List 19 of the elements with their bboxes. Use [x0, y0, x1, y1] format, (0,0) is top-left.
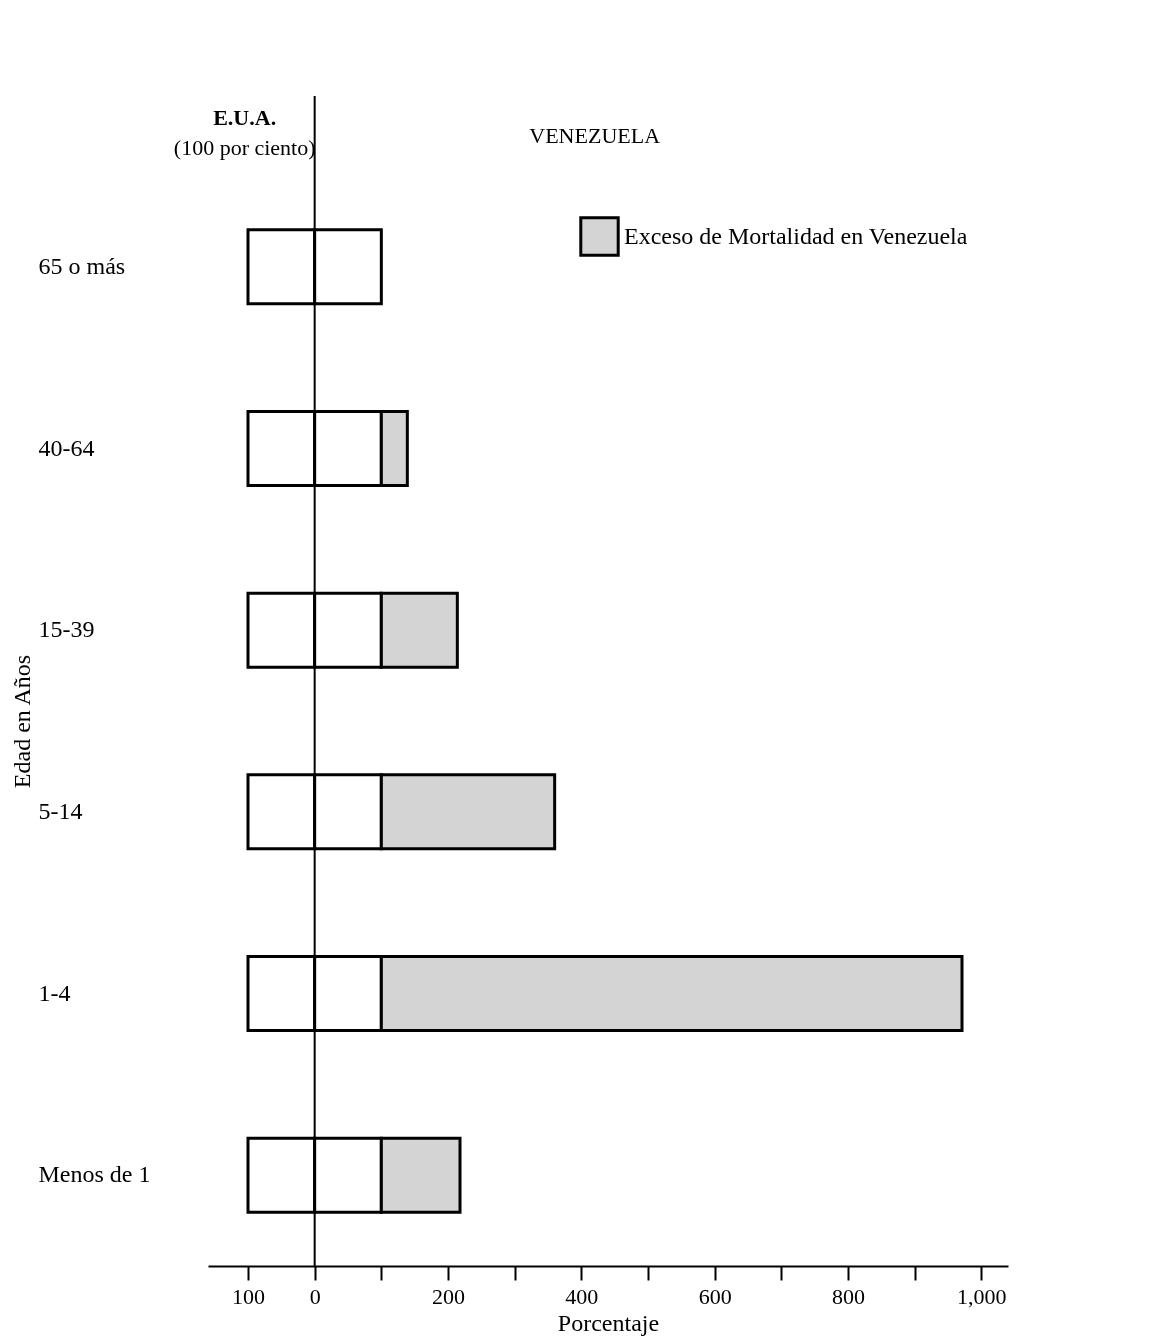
x-tick-label: 100 [232, 1283, 265, 1309]
x-tick-label: 400 [565, 1283, 599, 1309]
annotation: E.U.A. [213, 105, 277, 130]
annotation: VENEZUELA [529, 123, 661, 148]
y-tick-label: 65 o más [38, 252, 126, 279]
annotation: (100 por ciento) [173, 135, 316, 160]
y-tick-label: 15-39 [38, 616, 95, 643]
legend-label: Exceso de Mortalidad en Venezuela [624, 222, 968, 249]
y-tick-label: 1-4 [38, 979, 71, 1006]
x-tick-label: 0 [309, 1283, 321, 1309]
x-tick-label: 800 [832, 1283, 865, 1309]
x-tick-label: 200 [432, 1283, 465, 1309]
x-tick-label: 600 [698, 1283, 732, 1309]
y-tick-label: 40-64 [38, 434, 95, 461]
x-axis-title: Porcentaje [557, 1309, 660, 1336]
y-tick-label: Menos de 1 [38, 1161, 151, 1188]
y-axis-title: Edad en Años [8, 654, 35, 789]
y-tick-label: 5-14 [38, 797, 83, 824]
x-tick-label: 1,000 [957, 1283, 1007, 1309]
